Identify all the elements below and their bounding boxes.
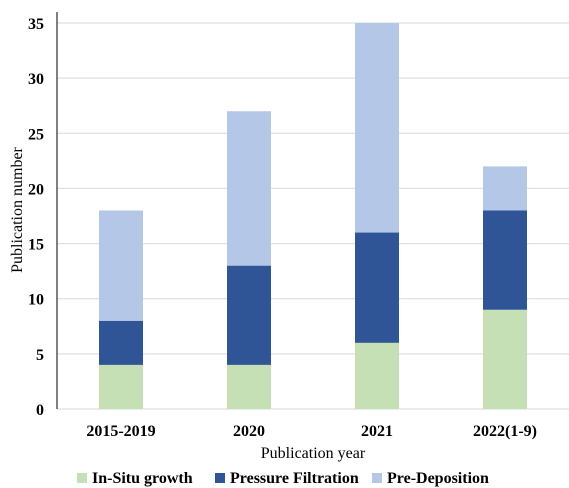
bar-segment-pressure-filtration [355, 232, 399, 343]
legend-item: In-Situ growth [77, 470, 193, 487]
x-tick-label: 2015-2019 [86, 423, 155, 440]
legend-swatch [372, 473, 382, 483]
bars [99, 23, 527, 409]
x-tick-label: 2021 [361, 423, 393, 440]
y-tick-label: 5 [36, 347, 44, 364]
legend: In-Situ growth Pressure Filtration Pre-Dep… [77, 470, 489, 487]
y-tick-label: 20 [28, 181, 44, 198]
legend-swatch [215, 473, 225, 483]
y-tick-label: 35 [28, 16, 44, 33]
y-tick-label: 30 [28, 71, 44, 88]
bar-segment-pre-deposition [99, 210, 143, 321]
bar-segment-pressure-filtration [227, 265, 271, 365]
x-tick-labels: 2015-2019 2020 2021 2022(1-9) [86, 423, 537, 440]
bar-segment-in-situ-growth [483, 309, 527, 409]
bar-segment-in-situ-growth [99, 364, 143, 409]
y-axis-title: Publication number [9, 146, 26, 272]
legend-label: Pre-Deposition [387, 470, 489, 487]
x-tick-label: 2022(1-9) [473, 423, 537, 440]
legend-swatch [77, 473, 87, 483]
legend-label: In-Situ growth [92, 470, 193, 487]
x-axis-title: Publication year [261, 445, 366, 462]
bar-segment-pre-deposition [355, 23, 399, 233]
y-tick-labels: 0 5 10 15 20 25 30 35 [28, 16, 44, 419]
bar-segment-in-situ-growth [355, 342, 399, 409]
legend-item: Pressure Filtration [215, 470, 359, 487]
y-tick-label: 25 [28, 126, 44, 143]
y-tick-label: 10 [28, 292, 44, 309]
bar-segment-pressure-filtration [99, 320, 143, 365]
bar-segment-in-situ-growth [227, 364, 271, 409]
legend-label: Pressure Filtration [230, 470, 359, 487]
bar-segment-pre-deposition [227, 111, 271, 266]
bar-segment-pre-deposition [483, 166, 527, 211]
bar-segment-pressure-filtration [483, 210, 527, 310]
y-tick-label: 0 [36, 402, 44, 419]
y-tick-label: 15 [28, 237, 44, 254]
legend-item: Pre-Deposition [372, 470, 489, 487]
x-tick-label: 2020 [233, 423, 265, 440]
